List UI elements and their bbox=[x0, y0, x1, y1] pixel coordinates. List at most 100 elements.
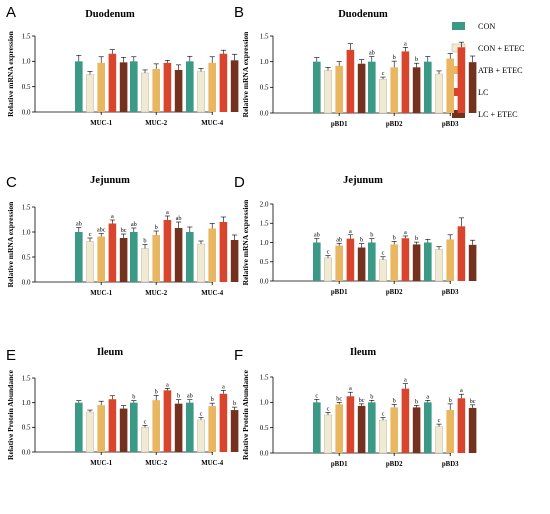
y-tick-label: 0.5 bbox=[260, 258, 269, 266]
panel-a: A Duodenum Relative mRNA expression 0.0 0.5 1… bbox=[6, 4, 239, 127]
significance-label: bc bbox=[470, 398, 476, 405]
x-tick-label: pBD3 bbox=[442, 289, 459, 296]
bar bbox=[97, 236, 105, 282]
bar bbox=[140, 248, 149, 283]
significance-label: c bbox=[382, 70, 385, 77]
bar bbox=[379, 259, 388, 282]
bar bbox=[390, 244, 398, 281]
significance-label: a bbox=[166, 381, 169, 388]
significance-label: a bbox=[404, 377, 407, 384]
x-tick-label: MUC-1 bbox=[90, 120, 112, 127]
bar bbox=[357, 63, 366, 113]
significance-label: bc bbox=[336, 395, 342, 402]
x-tick-label: MUC-4 bbox=[201, 290, 223, 297]
bar bbox=[163, 220, 172, 282]
bar bbox=[412, 407, 421, 453]
bar bbox=[186, 232, 194, 282]
significance-label: a bbox=[460, 387, 463, 394]
bar bbox=[379, 78, 388, 114]
x-tick-label: pBD1 bbox=[331, 461, 348, 468]
bar bbox=[208, 62, 216, 112]
bar bbox=[196, 71, 205, 113]
bar bbox=[468, 62, 477, 113]
bar bbox=[85, 411, 94, 453]
bar bbox=[152, 400, 160, 452]
bar bbox=[140, 427, 149, 453]
bar bbox=[130, 232, 138, 282]
y-tick-label: 1.5 bbox=[22, 203, 31, 211]
significance-label: b bbox=[415, 398, 418, 405]
bar bbox=[335, 245, 343, 281]
significance-label: bc bbox=[359, 397, 365, 404]
y-tick-label: 1.0 bbox=[260, 239, 269, 247]
bar bbox=[230, 240, 239, 282]
legend-label: CON bbox=[478, 22, 495, 31]
bar bbox=[230, 60, 239, 112]
bar bbox=[219, 222, 228, 282]
legend-label: LC bbox=[478, 88, 489, 97]
bar bbox=[335, 404, 343, 453]
bar bbox=[119, 62, 128, 112]
bar bbox=[346, 396, 355, 453]
significance-label: c bbox=[327, 249, 330, 256]
bar bbox=[313, 242, 321, 281]
y-tick-label: 0.0 bbox=[22, 278, 31, 286]
x-tick-label: MUC-4 bbox=[201, 120, 223, 127]
y-tick-label: 1.5 bbox=[260, 373, 269, 381]
significance-label: b bbox=[393, 234, 396, 241]
bar bbox=[174, 403, 183, 452]
bar bbox=[119, 408, 128, 452]
panel-title: Ileum bbox=[97, 347, 124, 358]
bar bbox=[335, 65, 343, 113]
bar bbox=[152, 68, 160, 112]
x-tick-label: MUC-1 bbox=[90, 460, 112, 467]
y-axis-label: Relative mRNA expression bbox=[6, 201, 15, 288]
panel-d: D Jejunum Relative mRNA expression 0.0 0.5 1.… bbox=[234, 174, 477, 296]
significance-label: b bbox=[132, 394, 135, 401]
y-tick-label: 1.5 bbox=[22, 32, 31, 40]
x-tick-label: pBD2 bbox=[386, 289, 403, 296]
significance-label: c bbox=[144, 418, 147, 425]
bar bbox=[119, 238, 128, 282]
x-tick-label: pBD3 bbox=[442, 461, 459, 468]
bar bbox=[219, 393, 228, 452]
x-tick-label: MUC-2 bbox=[145, 120, 167, 127]
significance-label: c bbox=[327, 405, 330, 412]
bar bbox=[412, 67, 421, 113]
bar bbox=[324, 257, 333, 282]
significance-label: a bbox=[111, 213, 114, 220]
y-tick-label: 0.0 bbox=[260, 109, 269, 117]
bar bbox=[208, 228, 216, 282]
significance-label: b bbox=[393, 397, 396, 404]
significance-label: c bbox=[382, 250, 385, 257]
bar bbox=[357, 405, 366, 453]
panel-title: Ileum bbox=[350, 347, 377, 358]
bar bbox=[401, 388, 410, 453]
legend-label: LC + ETEC bbox=[478, 110, 518, 119]
bar bbox=[313, 61, 321, 113]
y-tick-label: 0.5 bbox=[22, 253, 31, 261]
bar bbox=[390, 407, 398, 453]
bar bbox=[424, 402, 432, 453]
significance-label: a bbox=[404, 40, 407, 47]
bar bbox=[97, 405, 105, 452]
significance-label: b bbox=[155, 388, 158, 395]
significance-label: a bbox=[426, 393, 429, 400]
bar bbox=[75, 61, 83, 112]
significance-label: a bbox=[349, 385, 352, 392]
bar bbox=[85, 74, 94, 113]
significance-label: b bbox=[415, 56, 418, 63]
bar bbox=[85, 241, 94, 283]
bar bbox=[174, 69, 183, 112]
bar bbox=[446, 239, 454, 281]
y-axis-label: Relative mRNA expression bbox=[241, 199, 250, 286]
bar bbox=[108, 223, 117, 282]
significance-label: b bbox=[370, 232, 373, 239]
bar bbox=[457, 47, 466, 113]
significance-label: ab bbox=[369, 50, 375, 57]
panel-e: E Ileum Relative Protein Abundance 0.0 0.5 1.… bbox=[6, 347, 239, 467]
bar bbox=[435, 426, 444, 454]
significance-label: b bbox=[143, 238, 146, 245]
significance-label: a bbox=[166, 209, 169, 216]
significance-label: c bbox=[438, 417, 441, 424]
